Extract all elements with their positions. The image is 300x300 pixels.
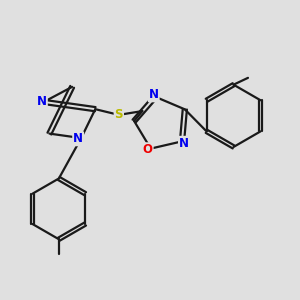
Text: N: N xyxy=(37,95,47,108)
Text: S: S xyxy=(115,108,123,122)
Text: N: N xyxy=(179,137,189,150)
Text: N: N xyxy=(149,88,159,101)
Text: N: N xyxy=(73,132,83,145)
Text: O: O xyxy=(143,143,153,156)
